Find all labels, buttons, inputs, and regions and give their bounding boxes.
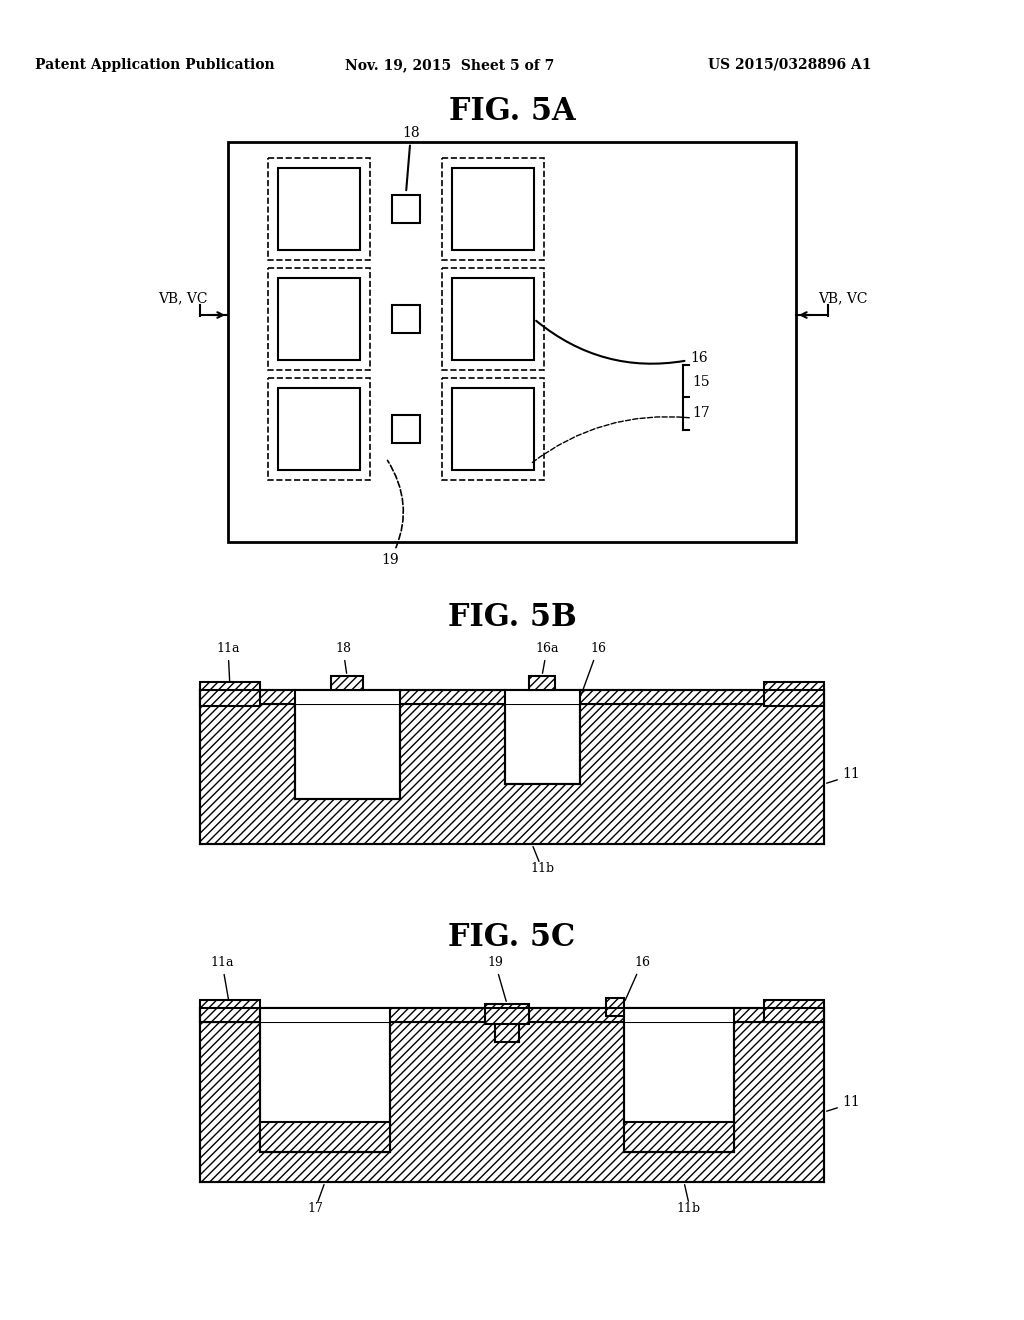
Text: 17: 17 [307,1203,323,1214]
Bar [268,268,370,370]
Bar [452,168,534,249]
Bar [260,1022,390,1152]
Text: 11: 11 [842,1096,860,1109]
Bar [200,1022,824,1181]
Text: 18: 18 [402,125,420,190]
Bar [764,1001,824,1022]
Text: Nov. 19, 2015  Sheet 5 of 7: Nov. 19, 2015 Sheet 5 of 7 [345,58,555,73]
Text: VB, VC: VB, VC [159,290,208,305]
Text: 17: 17 [692,407,710,420]
Bar [505,704,580,784]
Text: FIG. 5A: FIG. 5A [449,96,575,128]
Bar [624,1022,734,1152]
Bar [489,1008,525,1022]
Text: 11b: 11b [677,1203,701,1214]
Bar [228,143,796,543]
Text: 16: 16 [581,642,606,696]
Bar [200,704,824,843]
Bar [452,388,534,470]
Bar [392,305,420,333]
Bar [260,1122,390,1152]
Bar [200,1001,260,1022]
Text: 11: 11 [842,767,860,781]
Bar [200,682,260,706]
Bar [442,158,544,260]
Bar [606,998,624,1016]
Bar [268,158,370,260]
Bar [268,378,370,480]
Text: 15: 15 [692,375,710,389]
Bar [624,1122,734,1152]
Bar [260,1008,390,1022]
Text: 18: 18 [335,642,351,673]
Bar [295,704,400,799]
Bar [200,1008,824,1022]
Text: 16: 16 [625,956,650,1001]
Bar [764,682,824,706]
Bar [295,690,400,704]
Bar [392,414,420,444]
Text: 16: 16 [537,321,708,366]
Text: 19: 19 [487,956,506,1002]
Bar [529,676,555,690]
Text: 11a: 11a [216,642,240,685]
Text: 11a: 11a [210,956,233,1006]
Bar [505,690,580,704]
Text: 19: 19 [381,461,403,568]
Bar [452,279,534,360]
Text: VB, VC: VB, VC [818,290,867,305]
Text: US 2015/0328896 A1: US 2015/0328896 A1 [709,58,871,73]
Bar [485,1005,529,1024]
Bar [278,168,360,249]
Text: FIG. 5C: FIG. 5C [449,923,575,953]
Text: 16a: 16a [536,642,559,673]
Bar [278,279,360,360]
Bar [442,378,544,480]
Bar [392,195,420,223]
Text: 11b: 11b [530,862,554,875]
Bar [442,268,544,370]
Text: Patent Application Publication: Patent Application Publication [35,58,274,73]
Bar [200,690,824,704]
Bar [278,388,360,470]
Text: FIG. 5B: FIG. 5B [447,602,577,634]
Bar [624,1008,734,1022]
Bar [331,676,362,690]
